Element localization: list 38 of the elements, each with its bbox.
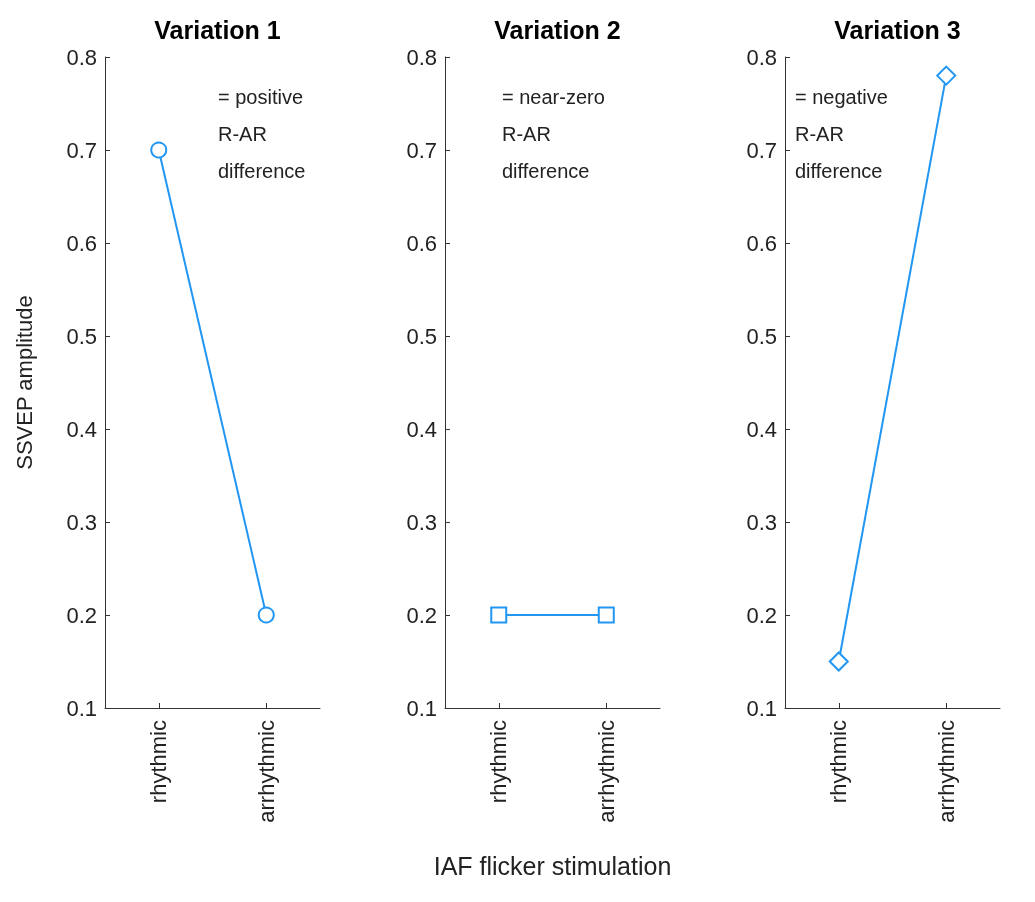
x-tick-label: rhythmic bbox=[146, 720, 172, 804]
x-axis-title: IAF flicker stimulation bbox=[433, 851, 672, 880]
y-tick-label: 0.4 bbox=[406, 416, 437, 442]
x-tick-label: rhythmic bbox=[826, 720, 852, 804]
x-tick-label: arrhythmic bbox=[593, 720, 619, 823]
y-tick-label: 0.8 bbox=[746, 44, 777, 70]
y-tick-label: 0.2 bbox=[746, 602, 777, 628]
annotation: = positive R-AR difference bbox=[218, 85, 306, 182]
y-tick-label: 0.4 bbox=[66, 416, 97, 442]
y-tick-label: 0.7 bbox=[746, 137, 777, 163]
y-tick-label: 0.7 bbox=[66, 137, 97, 163]
y-axis-title: SSVEP amplitude bbox=[11, 295, 37, 470]
y-tick-label: 0.3 bbox=[406, 509, 437, 535]
y-tick-label: 0.7 bbox=[406, 137, 437, 163]
y-tick-label: 0.6 bbox=[406, 230, 437, 256]
x-tick-label: rhythmic bbox=[486, 720, 512, 804]
y-tick-label: 0.5 bbox=[66, 323, 97, 349]
y-tick-label: 0.4 bbox=[746, 416, 777, 442]
annotation: = negative R-AR difference bbox=[795, 85, 888, 182]
chart-title: Variation 2 bbox=[494, 15, 621, 44]
y-tick-label: 0.2 bbox=[406, 602, 437, 628]
y-tick-label: 0.3 bbox=[66, 509, 97, 535]
y-tick-label: 0.6 bbox=[746, 230, 777, 256]
y-tick-label: 0.5 bbox=[406, 323, 437, 349]
y-tick-label: 0.8 bbox=[406, 44, 437, 70]
y-tick-label: 0.6 bbox=[66, 230, 97, 256]
annotation: = near-zero R-AR difference bbox=[502, 85, 605, 182]
y-tick-label: 0.1 bbox=[746, 695, 777, 721]
y-tick-label: 0.2 bbox=[66, 602, 97, 628]
y-tick-label: 0.1 bbox=[66, 695, 97, 721]
chart-title: Variation 1 bbox=[154, 15, 281, 44]
y-tick-label: 0.1 bbox=[406, 695, 437, 721]
x-tick-label: arrhythmic bbox=[253, 720, 279, 823]
y-tick-label: 0.5 bbox=[746, 323, 777, 349]
y-tick-label: 0.3 bbox=[746, 509, 777, 535]
x-tick-label: arrhythmic bbox=[933, 720, 959, 823]
chart-title: Variation 3 bbox=[834, 15, 961, 44]
y-tick-label: 0.8 bbox=[66, 44, 97, 70]
